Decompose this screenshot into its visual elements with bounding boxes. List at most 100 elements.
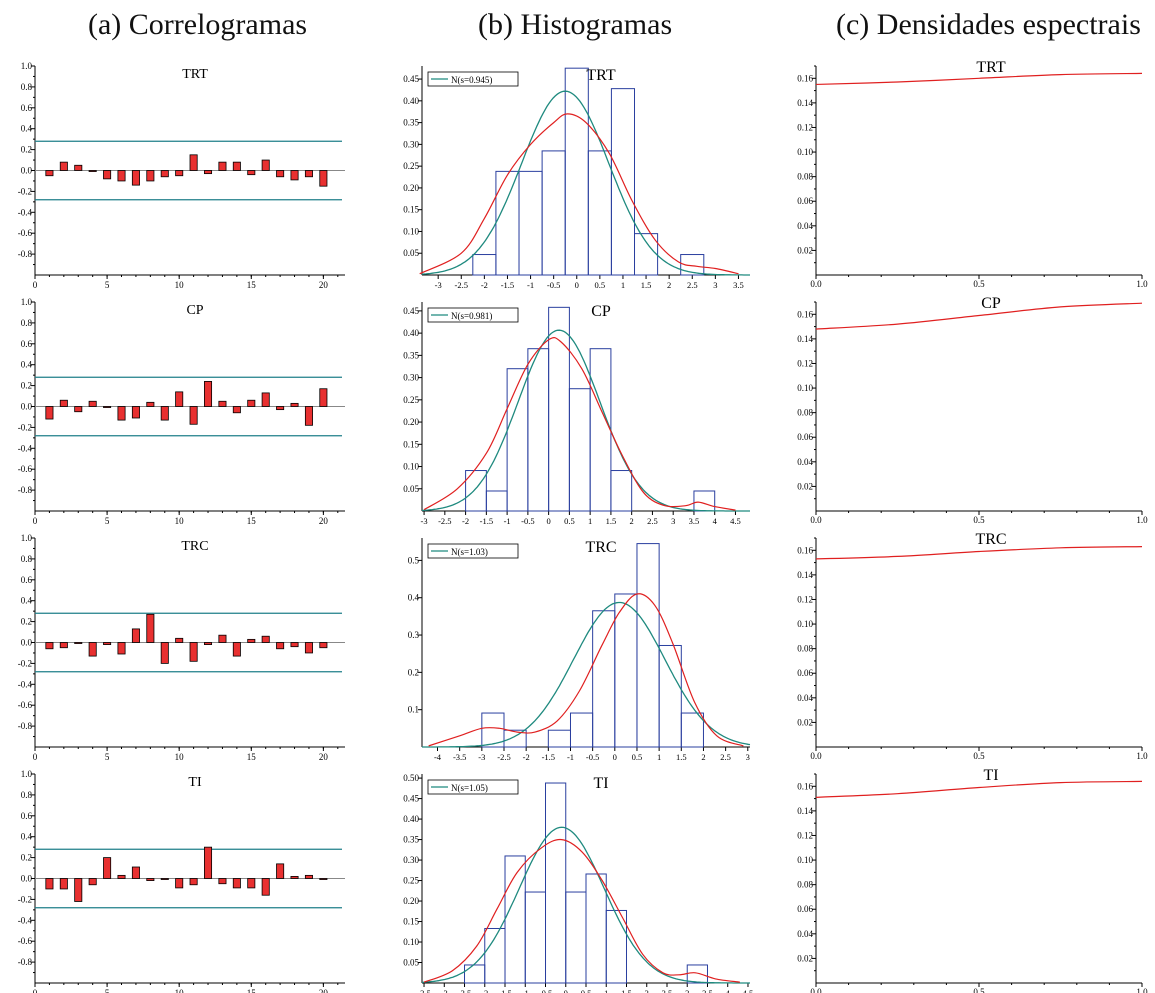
histogram-bar (634, 233, 659, 276)
x-tick-label: 3 (671, 516, 675, 526)
x-tick-label: 20 (319, 280, 329, 290)
y-tick-label: 0.8 (21, 82, 33, 92)
y-tick-label: 0.6 (21, 575, 33, 585)
panel-title: TI (593, 775, 608, 792)
histogram-bar (614, 593, 638, 748)
acf-bar (103, 170, 112, 180)
y-tick-label: 0.45 (403, 794, 419, 804)
y-tick-label: 0.0 (21, 874, 33, 884)
acf-bar (232, 161, 241, 171)
y-tick-label: 0.12 (797, 122, 813, 132)
acf-bar (232, 642, 241, 657)
x-tick-label: 3 (713, 280, 717, 290)
x-tick-label: 0 (613, 752, 617, 762)
acf-bar (45, 406, 54, 420)
y-tick-label: 0.6 (21, 811, 33, 821)
acf-bar (319, 170, 328, 187)
x-tick-label: -4 (434, 752, 442, 762)
x-tick-label: 1.0 (1136, 279, 1148, 289)
acf-bar (131, 406, 140, 419)
y-tick-label: -0.6 (18, 700, 33, 710)
acf-bar (146, 878, 155, 881)
y-tick-label: 0.16 (797, 73, 813, 83)
acf-bar (59, 642, 68, 649)
x-tick-label: 4 (713, 516, 718, 526)
y-tick-label: 0.0 (21, 166, 33, 176)
y-tick-label: 0.02 (797, 717, 813, 727)
y-tick-label: 0.35 (403, 835, 419, 845)
y-tick-label: 0.04 (797, 457, 813, 467)
histogram-bar (592, 610, 616, 748)
x-tick-label: 0.0 (810, 515, 822, 525)
y-tick-label: 0.08 (797, 644, 813, 654)
acf-bar (204, 381, 213, 407)
histogram-bar (506, 368, 529, 512)
y-tick-label: -0.6 (18, 228, 33, 238)
histogram-bar (569, 712, 594, 748)
x-tick-label: 15 (247, 280, 257, 290)
acf-bar (103, 642, 112, 645)
y-tick-label: 0.4 (21, 596, 33, 606)
kernel-density-curve (423, 337, 736, 511)
y-tick-label: 0.0 (21, 402, 33, 412)
y-tick-label: 0.2 (21, 145, 32, 155)
y-tick-label: 0.15 (403, 917, 419, 927)
x-tick-label: 2 (630, 516, 634, 526)
legend-label: N(s=0.945) (451, 75, 492, 85)
panel-acf-trt: 1.0 0.8 0.6 0.4 0.2 0.0 -0.2 -0.4 -0.6 -0.8 0 5 10 15… (18, 61, 345, 290)
y-tick-label: -0.8 (18, 721, 33, 731)
y-tick-label: 0.10 (403, 937, 419, 947)
acf-bar (74, 642, 83, 644)
acf-bar (103, 857, 112, 879)
y-tick-label: 0.30 (403, 139, 419, 149)
histogram-bar (565, 891, 587, 984)
histogram-bar (610, 470, 633, 512)
y-tick-label: 0.45 (403, 306, 419, 316)
x-tick-label: -2.5 (458, 988, 471, 993)
y-tick-label: 0.4 (21, 124, 33, 134)
x-tick-label: -2 (481, 280, 488, 290)
acf-bar (290, 876, 299, 879)
y-tick-label: 0.20 (403, 896, 419, 906)
y-tick-label: -0.8 (18, 249, 33, 259)
y-tick-label: 0.20 (403, 417, 419, 427)
x-tick-label: 0.5 (973, 751, 985, 761)
y-tick-label: 1.0 (21, 61, 33, 71)
y-tick-label: 0.02 (797, 481, 813, 491)
x-tick-label: 2.5 (647, 516, 658, 526)
x-tick-label: 3 (685, 988, 689, 993)
panel-title: CP (981, 295, 1001, 312)
x-tick-label: 0.0 (810, 751, 822, 761)
histogram-bar (686, 964, 708, 984)
acf-bar (175, 391, 184, 407)
acf-bar (131, 866, 140, 879)
histogram-bar (610, 88, 636, 276)
legend-box (427, 71, 519, 87)
acf-bar (74, 878, 83, 902)
x-tick-label: 1.5 (606, 516, 617, 526)
acf-bar (160, 170, 169, 178)
histogram-bar (589, 348, 612, 512)
column-title-densidades: (c) Densidades espectrais (836, 8, 1141, 41)
histogram-bar (564, 67, 589, 276)
y-tick-label: 0.14 (797, 570, 813, 580)
panel-title: TI (983, 767, 998, 784)
y-tick-label: 0.15 (403, 205, 419, 215)
y-tick-label: 0.10 (797, 147, 813, 157)
y-tick-label: 0.02 (797, 953, 813, 963)
x-tick-label: 10 (175, 516, 185, 526)
y-tick-label: 0.25 (403, 395, 419, 405)
acf-bar (175, 878, 184, 889)
histogram-bar (485, 490, 508, 512)
panel-title: TRC (181, 539, 208, 554)
x-tick-label: 5 (105, 752, 110, 762)
y-tick-label: 0.06 (797, 432, 813, 442)
acf-bar (304, 642, 313, 654)
x-tick-label: 0.0 (810, 987, 822, 993)
histogram-bar (680, 712, 704, 748)
x-tick-label: 2.5 (687, 280, 698, 290)
x-tick-label: 20 (319, 752, 329, 762)
y-tick-label: 0.8 (21, 318, 33, 328)
y-tick-label: 0.6 (21, 103, 33, 113)
histogram-bar (541, 150, 566, 276)
